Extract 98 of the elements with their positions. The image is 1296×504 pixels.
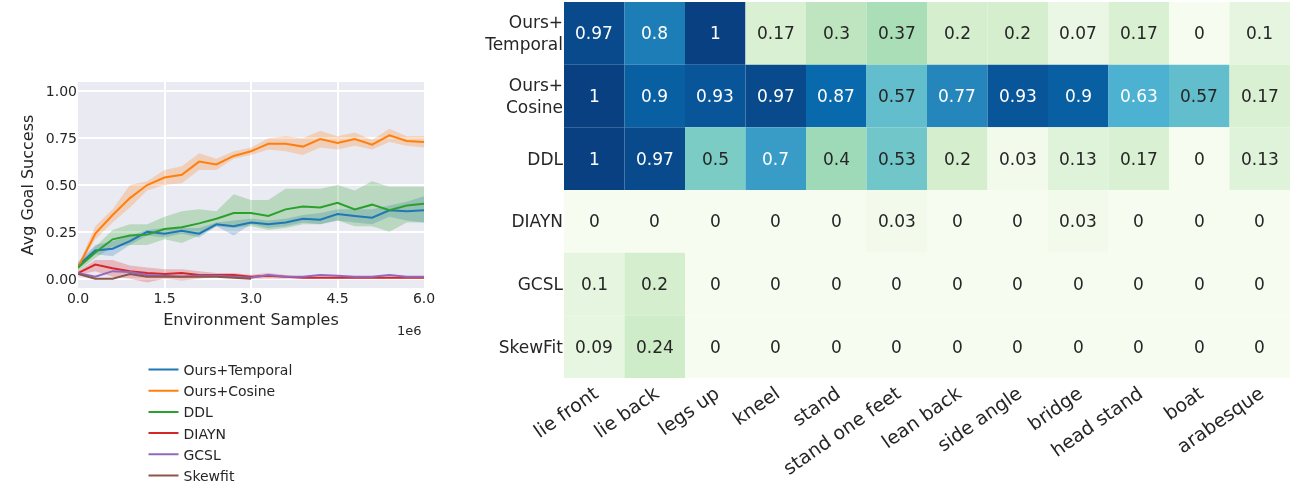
data-label: 0.24	[636, 337, 674, 357]
data-label: 0	[1254, 337, 1265, 357]
data-label: 0	[710, 274, 721, 294]
data-label: 0	[1073, 337, 1084, 357]
y-tick-label: Ours+Temporal	[484, 12, 563, 55]
data-label: 0.03	[878, 211, 916, 231]
data-label: 0.37	[878, 23, 916, 43]
data-label: 0	[1133, 337, 1144, 357]
data-label: 0.17	[1241, 86, 1279, 106]
data-label: 0.2	[944, 149, 972, 169]
data-label: 0.87	[817, 86, 855, 106]
data-label: 0	[1012, 274, 1023, 294]
y-tick-label: 0.75	[45, 130, 77, 147]
x-tick-label: 0.0	[66, 290, 90, 306]
data-label: 0	[952, 274, 963, 294]
data-label: 0.93	[696, 86, 734, 106]
data-label: 0	[1194, 23, 1205, 43]
data-label: 1	[589, 86, 600, 106]
y-axis-title: Avg Goal Success	[17, 114, 37, 256]
data-label: 0	[1012, 337, 1023, 357]
y-tick-label: DDL	[527, 148, 564, 169]
data-label: 0.9	[641, 86, 669, 106]
data-label: 0.2	[1004, 23, 1032, 43]
data-label: 0.77	[938, 86, 976, 106]
data-label: 0	[831, 274, 842, 294]
data-label: 0.5	[702, 149, 730, 169]
data-label: 0	[891, 337, 902, 357]
data-label: 0	[891, 274, 902, 294]
x-tick-label: 3.0	[239, 290, 263, 306]
data-label: 0.8	[641, 23, 669, 43]
y-tick-label: Ours+Cosine	[505, 74, 563, 117]
y-tick-label: 1.00	[45, 83, 77, 100]
data-label: 0	[1073, 274, 1084, 294]
data-label: 0.2	[641, 274, 669, 294]
data-label: 0.3	[823, 23, 851, 43]
data-label: 0	[710, 211, 721, 231]
data-label: 0.13	[1241, 149, 1279, 169]
data-label: 0.93	[999, 86, 1037, 106]
x-tick-label: 4.5	[326, 290, 349, 306]
data-label: 1	[710, 23, 721, 43]
legend-label: DIAYN	[183, 425, 226, 442]
data-label: 0.1	[581, 274, 609, 294]
data-label: 0	[952, 337, 963, 357]
legend-label: GCSL	[183, 446, 222, 463]
y-tick-label: DIAYN	[511, 211, 563, 232]
data-label: 0.09	[575, 337, 613, 357]
data-label: 0.17	[1120, 149, 1158, 169]
data-label: 0.57	[878, 86, 916, 106]
data-label: 0	[1194, 337, 1205, 357]
legend-label: DDL	[183, 404, 214, 421]
data-label: 0.2	[944, 23, 972, 43]
text: 1e6	[397, 323, 422, 338]
data-label: 0	[1254, 211, 1265, 231]
data-label: 0.97	[575, 23, 613, 43]
legend-label: Ours+Cosine	[183, 383, 276, 400]
data-label: 0.97	[636, 149, 674, 169]
line-series	[78, 270, 424, 279]
y-tick-label: 0.50	[45, 176, 77, 193]
y-tick-label: 0.25	[45, 223, 77, 240]
data-label: 0	[589, 211, 600, 231]
data-label: 0	[1194, 149, 1205, 169]
data-label: 0.03	[1059, 211, 1097, 231]
data-label: 0.1	[1246, 23, 1274, 43]
y-tick-label: 0.00	[45, 270, 77, 287]
x-axis-title: Environment Samples	[163, 309, 339, 329]
data-label: 0	[770, 274, 781, 294]
y-tick-label: SkewFit	[498, 336, 564, 357]
data-label: 0	[831, 211, 842, 231]
data-label: 0	[770, 211, 781, 231]
x-tick-label: 6.0	[412, 290, 436, 306]
data-label: 0.03	[999, 149, 1037, 169]
legend-label: Skewfit	[183, 467, 235, 484]
data-label: 0	[710, 337, 721, 357]
data-label: 0.17	[757, 23, 795, 43]
data-label: 0.97	[757, 86, 795, 106]
legend-label: Ours+Temporal	[183, 361, 293, 378]
data-label: 0.9	[1065, 86, 1093, 106]
data-label: 0.17	[1120, 23, 1158, 43]
data-label: 0	[1133, 211, 1144, 231]
data-label: 0.07	[1059, 23, 1097, 43]
data-label: 0	[770, 337, 781, 357]
data-label: 0	[1254, 274, 1265, 294]
data-label: 0.57	[1180, 86, 1218, 106]
data-label: 0	[952, 211, 963, 231]
data-label: 0.13	[1059, 149, 1097, 169]
data-label: 1	[589, 149, 600, 169]
y-tick-label: GCSL	[517, 273, 564, 294]
data-label: 0.63	[1120, 86, 1158, 106]
data-label: 0	[831, 337, 842, 357]
data-label: 0.4	[823, 149, 851, 169]
data-label: 0	[1194, 274, 1205, 294]
data-label: 0	[1012, 211, 1023, 231]
data-label: 0	[1133, 274, 1144, 294]
x-tick-label: 1.5	[153, 290, 176, 306]
data-label: 0.53	[878, 149, 916, 169]
data-label: 0	[649, 211, 660, 231]
data-label: 0.7	[762, 149, 790, 169]
data-label: 0	[1194, 211, 1205, 231]
